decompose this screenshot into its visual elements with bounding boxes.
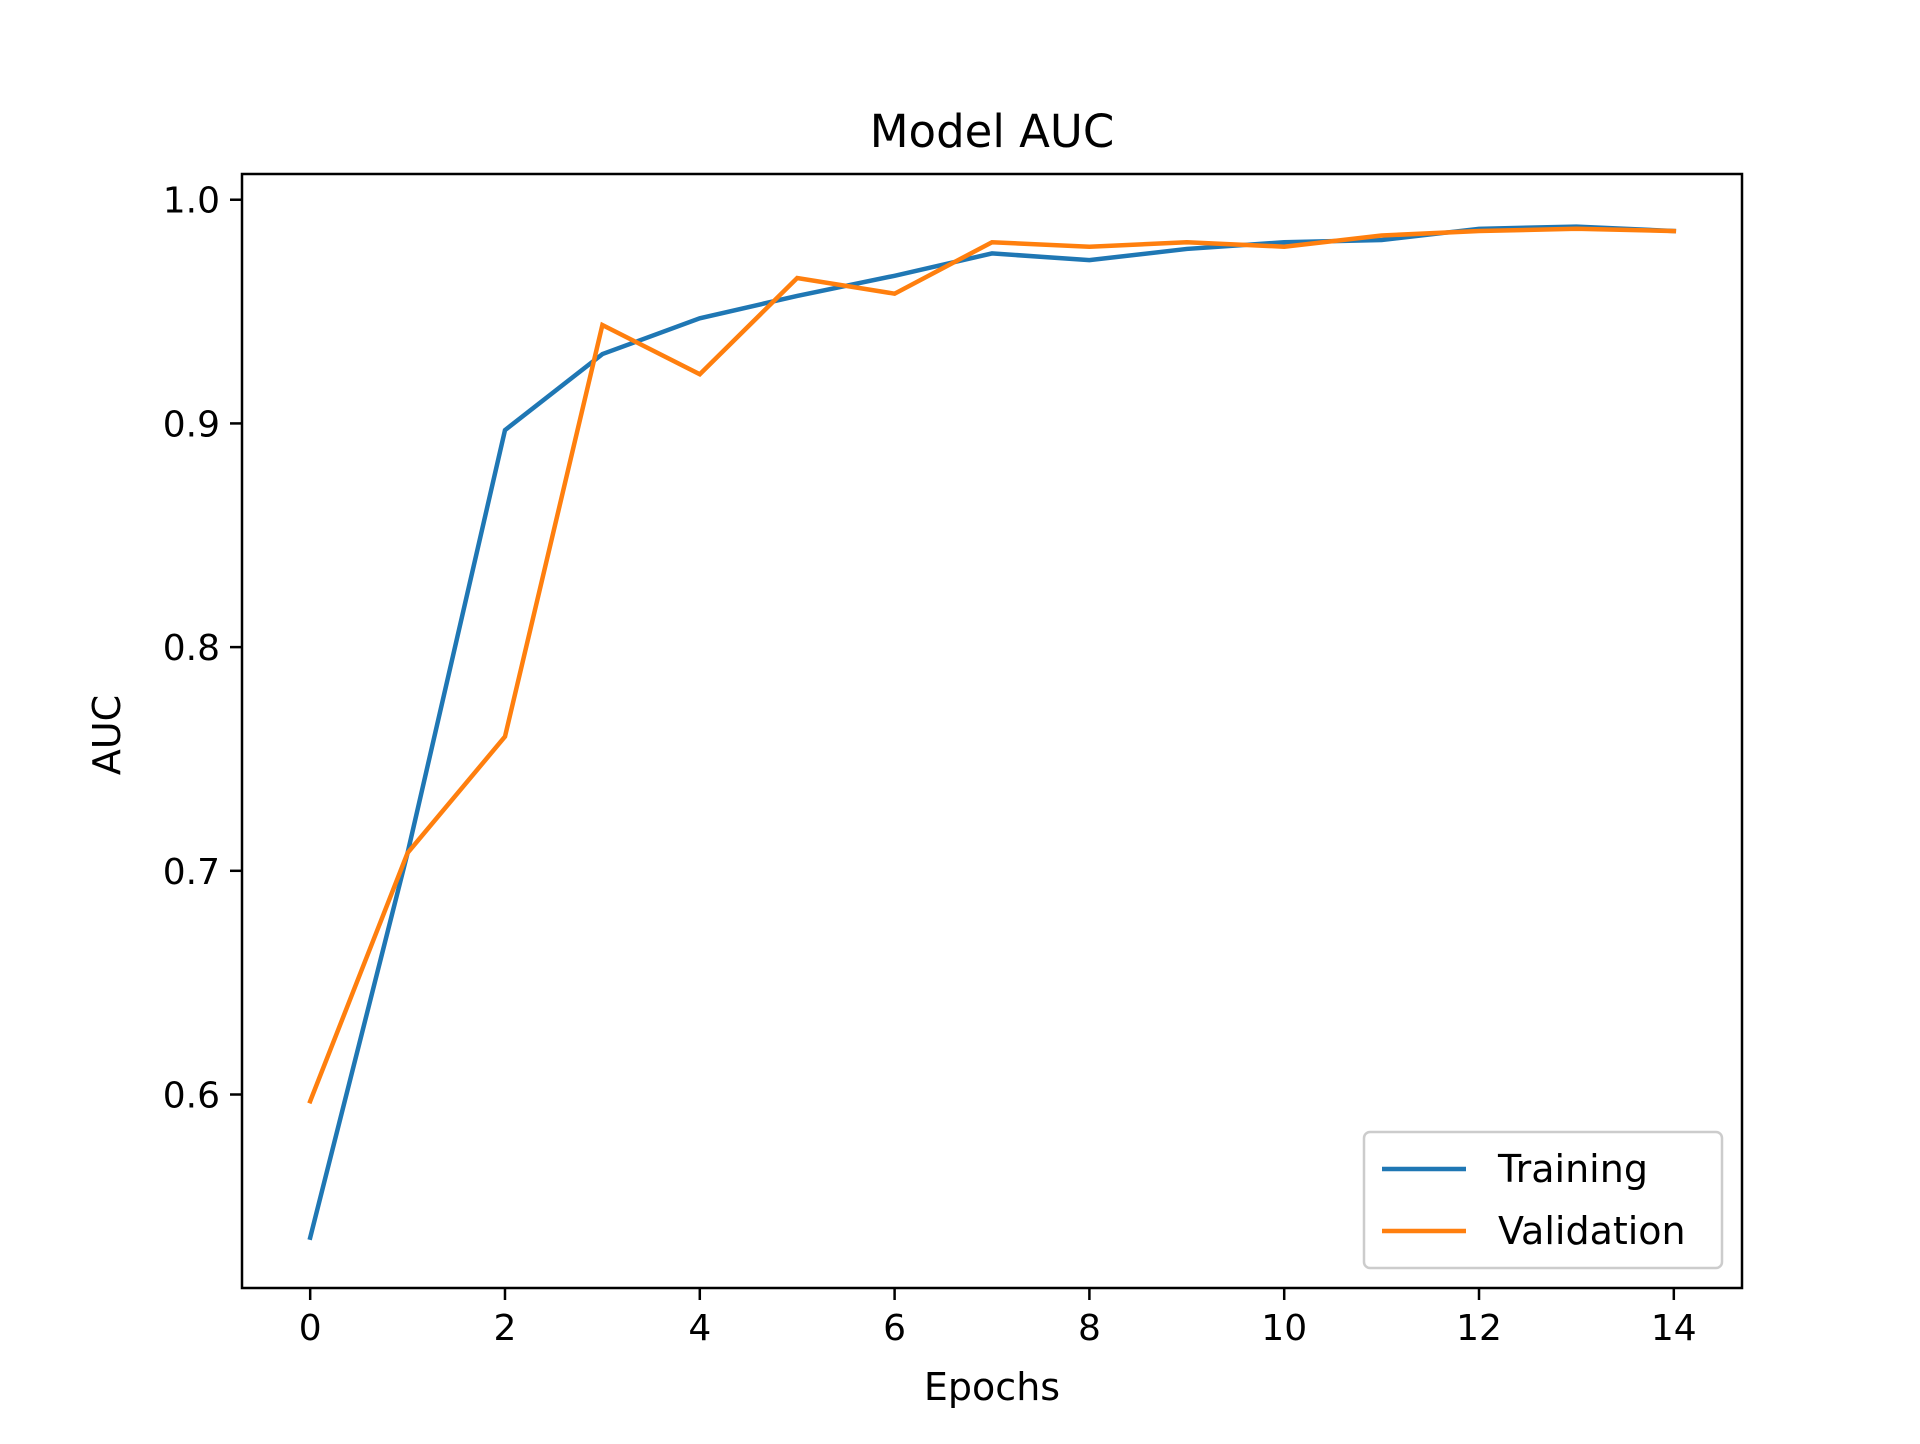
x-tick-label: 0: [299, 1308, 322, 1349]
y-tick-label: 0.7: [163, 852, 220, 893]
y-axis-title: AUC: [85, 695, 129, 775]
y-tick-label: 0.8: [163, 628, 220, 669]
legend-box: [1362, 1130, 1724, 1270]
x-tick-label: 10: [1261, 1308, 1307, 1349]
x-tick-label: 6: [883, 1308, 906, 1349]
y-tick-label: 0.6: [163, 1076, 220, 1117]
x-tick-label: 8: [1078, 1308, 1101, 1349]
plot-area: [240, 172, 1744, 1290]
x-tick-label: 12: [1456, 1308, 1502, 1349]
series-lines: [307, 224, 1677, 1241]
legend-label-validation: Validation: [1498, 1209, 1686, 1253]
axes-frame: [240, 172, 1744, 1290]
x-axis-ticks: 0 2 4 6 8 10 12 14: [299, 1288, 1697, 1349]
y-tick-label: 0.9: [163, 404, 220, 445]
y-tick-label: 1.0: [163, 181, 220, 222]
legend: Training Validation: [1362, 1130, 1724, 1270]
chart-title: Model AUC: [870, 105, 1115, 158]
x-axis-title: Epochs: [924, 1365, 1060, 1409]
x-tick-label: 4: [688, 1308, 711, 1349]
series-line-validation: [307, 226, 1677, 1105]
x-tick-label: 14: [1651, 1308, 1697, 1349]
y-axis-ticks: 0.6 0.7 0.8 0.9 1.0: [163, 181, 242, 1117]
x-tick-label: 2: [494, 1308, 517, 1349]
legend-label-training: Training: [1497, 1147, 1648, 1191]
